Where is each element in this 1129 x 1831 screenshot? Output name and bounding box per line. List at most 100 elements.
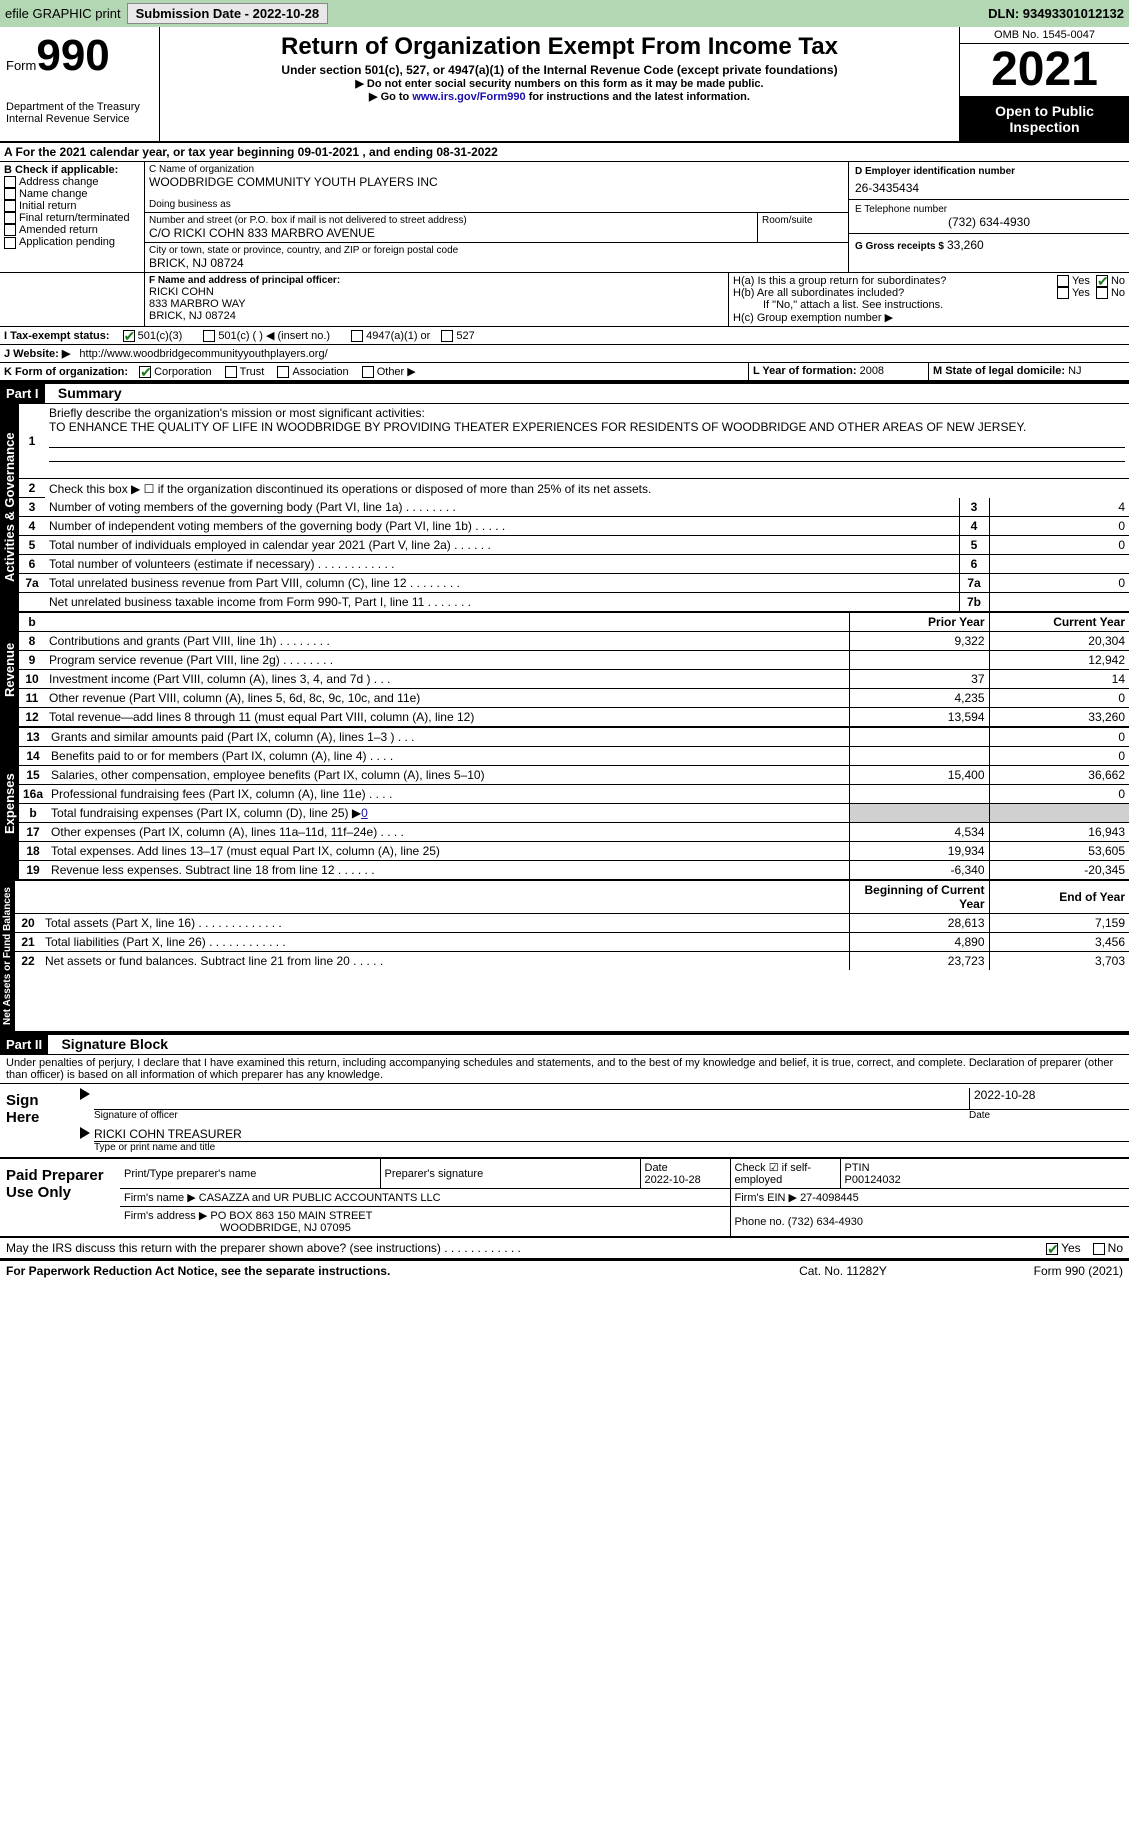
- q2: Check this box ▶ ☐ if the organization d…: [45, 479, 1129, 498]
- form-header: Form990 Department of the Treasury Inter…: [0, 27, 1129, 143]
- b-opt-5[interactable]: Application pending: [4, 236, 140, 248]
- l20: Total assets (Part X, line 16) . . . . .…: [41, 914, 849, 933]
- i-o3[interactable]: 4947(a)(1) or: [351, 330, 430, 342]
- k-o3[interactable]: Association: [277, 366, 348, 378]
- ph4: Check ☑ if self-employed: [730, 1159, 840, 1189]
- p20: 28,613: [849, 914, 989, 933]
- irs-link[interactable]: www.irs.gov/Form990: [412, 91, 525, 103]
- c16a: 0: [989, 785, 1129, 804]
- ha-yes[interactable]: Yes: [1057, 275, 1090, 287]
- p19: -6,340: [849, 861, 989, 880]
- q5: Total number of individuals employed in …: [45, 536, 959, 555]
- k-o2[interactable]: Trust: [225, 366, 265, 378]
- b-opt-0[interactable]: Address change: [4, 176, 140, 188]
- line-a: A For the 2021 calendar year, or tax yea…: [0, 143, 1129, 162]
- ein: 27-4098445: [800, 1192, 859, 1204]
- i-o4[interactable]: 527: [441, 330, 474, 342]
- hdr-curr: Current Year: [989, 613, 1129, 632]
- arrow-icon-2: [80, 1127, 90, 1139]
- form-no: 990: [36, 31, 109, 80]
- ha-no[interactable]: No: [1096, 275, 1125, 287]
- may-no[interactable]: No: [1093, 1241, 1123, 1255]
- sub3-post: for instructions and the latest informat…: [526, 91, 750, 103]
- k-o2-label: Trust: [240, 366, 265, 378]
- k-o1[interactable]: Corporation: [139, 366, 211, 378]
- name-label: Type or print name and title: [94, 1142, 1129, 1153]
- paid-phone: (732) 634-4930: [788, 1216, 863, 1228]
- p11: 4,235: [849, 689, 989, 708]
- k-o4[interactable]: Other ▶: [362, 366, 416, 378]
- p16a: [849, 785, 989, 804]
- b-opt-1[interactable]: Name change: [4, 188, 140, 200]
- d-val: 26-3435434: [855, 181, 1123, 195]
- l16b-val[interactable]: 0: [361, 806, 368, 820]
- governance-table: 1 Briefly describe the organization's mi…: [19, 404, 1129, 611]
- tax-year: 2021: [960, 44, 1129, 97]
- v3: 4: [989, 498, 1129, 517]
- hb-yes[interactable]: Yes: [1057, 287, 1090, 299]
- c21: 3,456: [989, 933, 1129, 952]
- l10: Investment income (Part VIII, column (A)…: [45, 670, 849, 689]
- c20: 7,159: [989, 914, 1129, 933]
- footer-mid: Cat. No. 11282Y: [743, 1264, 943, 1278]
- l16b: Total fundraising expenses (Part IX, col…: [47, 804, 849, 823]
- sign-date: 2022-10-28: [969, 1088, 1129, 1109]
- footer-left: For Paperwork Reduction Act Notice, see …: [6, 1264, 743, 1278]
- l19: Revenue less expenses. Subtract line 18 …: [47, 861, 849, 880]
- c-name: WOODBRIDGE COMMUNITY YOUTH PLAYERS INC: [149, 175, 844, 189]
- i-o1-label: 501(c)(3): [138, 330, 183, 342]
- p12: 13,594: [849, 708, 989, 727]
- dept-label: Department of the Treasury Internal Reve…: [6, 101, 153, 125]
- v7b: [989, 593, 1129, 612]
- j-label: J Website: ▶: [4, 348, 70, 360]
- may-yes[interactable]: Yes: [1046, 1241, 1081, 1255]
- c22: 3,703: [989, 952, 1129, 971]
- submission-date-button[interactable]: Submission Date - 2022-10-28: [127, 3, 329, 24]
- b-opt-2[interactable]: Initial return: [4, 200, 140, 212]
- c13: 0: [989, 728, 1129, 747]
- c18: 53,605: [989, 842, 1129, 861]
- paid-ptin: P00124032: [845, 1174, 901, 1186]
- b-opt-4[interactable]: Amended return: [4, 224, 140, 236]
- f-label: F Name and address of principal officer:: [149, 275, 724, 286]
- b-opt-3-label: Final return/terminated: [19, 212, 130, 224]
- q1: Briefly describe the organization's miss…: [49, 406, 425, 420]
- line-j: J Website: ▶ http://www.woodbridgecommun…: [0, 345, 1129, 363]
- paid-block: Paid Preparer Use Only Print/Type prepar…: [0, 1159, 1129, 1238]
- l21: Total liabilities (Part X, line 26) . . …: [41, 933, 849, 952]
- ha-no-label: No: [1111, 275, 1125, 287]
- b-opt-3[interactable]: Final return/terminated: [4, 212, 140, 224]
- c8: 20,304: [989, 632, 1129, 651]
- form-sub3: ▶ Go to www.irs.gov/Form990 for instruct…: [166, 90, 953, 103]
- section-governance: Activities & Governance 1 Briefly descri…: [0, 404, 1129, 613]
- k-o4-label: Other ▶: [377, 366, 416, 378]
- k-o3-label: Association: [292, 366, 348, 378]
- form-title: Return of Organization Exempt From Incom…: [166, 33, 953, 61]
- footer-right: Form 990 (2021): [943, 1264, 1123, 1278]
- part2-title: Signature Block: [51, 1036, 168, 1052]
- v5: 0: [989, 536, 1129, 555]
- l16a: Professional fundraising fees (Part IX, …: [47, 785, 849, 804]
- ph5: PTIN: [845, 1162, 870, 1174]
- k-o1-label: Corporation: [154, 366, 211, 378]
- c17: 16,943: [989, 823, 1129, 842]
- i-o2[interactable]: 501(c) ( ) ◀ (insert no.): [203, 330, 330, 342]
- i-o1[interactable]: 501(c)(3): [123, 330, 183, 342]
- v4: 0: [989, 517, 1129, 536]
- p15: 15,400: [849, 766, 989, 785]
- l17: Other expenses (Part IX, column (A), lin…: [47, 823, 849, 842]
- addr-label: Firm's address ▶: [124, 1210, 207, 1222]
- part1-title: Summary: [48, 385, 122, 401]
- topbar: efile GRAPHIC print Submission Date - 20…: [0, 0, 1129, 27]
- vtab-revenue: Revenue: [0, 613, 19, 726]
- section-h: H(a) Is this a group return for subordin…: [729, 273, 1129, 326]
- may-q: May the IRS discuss this return with the…: [6, 1241, 1046, 1255]
- c-city: BRICK, NJ 08724: [149, 256, 844, 270]
- l18: Total expenses. Add lines 13–17 (must eq…: [47, 842, 849, 861]
- hb-no[interactable]: No: [1096, 287, 1125, 299]
- l11: Other revenue (Part VIII, column (A), li…: [45, 689, 849, 708]
- page-footer: For Paperwork Reduction Act Notice, see …: [0, 1260, 1129, 1281]
- firm-label: Firm's name ▶: [124, 1192, 196, 1204]
- paid-addr2: WOODBRIDGE, NJ 07095: [124, 1222, 351, 1234]
- part2-decl: Under penalties of perjury, I declare th…: [0, 1055, 1129, 1084]
